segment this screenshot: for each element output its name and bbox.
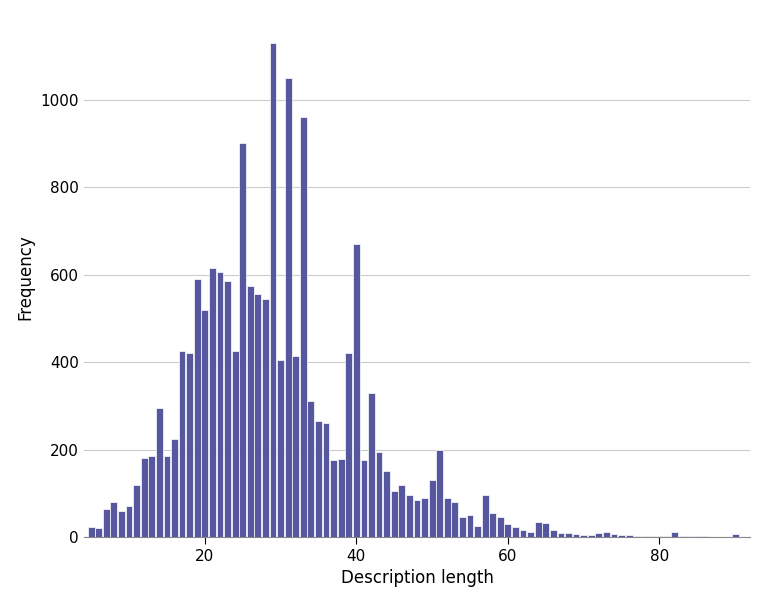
Bar: [648, 536, 655, 537]
Bar: [315, 421, 322, 537]
Bar: [634, 536, 640, 537]
Bar: [581, 535, 587, 537]
Bar: [663, 536, 670, 537]
Bar: [156, 408, 163, 537]
Bar: [527, 532, 534, 537]
Bar: [202, 310, 208, 537]
Bar: [671, 532, 678, 537]
Bar: [179, 351, 186, 537]
Bar: [269, 43, 276, 537]
Bar: [171, 439, 178, 537]
Bar: [656, 536, 663, 537]
Bar: [686, 536, 693, 537]
Bar: [376, 452, 383, 537]
Bar: [482, 495, 489, 537]
Bar: [489, 513, 496, 537]
Bar: [186, 353, 193, 537]
Bar: [118, 511, 125, 537]
Bar: [535, 522, 542, 537]
Bar: [300, 117, 307, 537]
Bar: [110, 502, 117, 537]
Bar: [497, 517, 504, 537]
Bar: [232, 351, 239, 537]
Bar: [262, 299, 269, 537]
Bar: [406, 495, 413, 537]
Bar: [694, 536, 701, 537]
Bar: [308, 402, 314, 537]
Bar: [618, 535, 625, 537]
Y-axis label: Frequency: Frequency: [17, 234, 35, 320]
Bar: [148, 456, 155, 537]
Bar: [255, 294, 262, 537]
Bar: [103, 509, 110, 537]
Bar: [391, 491, 397, 537]
Bar: [337, 459, 344, 537]
Bar: [331, 460, 337, 537]
Bar: [421, 498, 428, 537]
Bar: [558, 533, 565, 537]
Bar: [209, 268, 216, 537]
Bar: [611, 534, 617, 537]
Bar: [519, 530, 526, 537]
Bar: [126, 506, 133, 537]
Bar: [565, 533, 572, 537]
Bar: [603, 532, 610, 537]
Bar: [573, 534, 580, 537]
Bar: [239, 144, 246, 537]
Bar: [247, 286, 254, 537]
Bar: [87, 527, 94, 537]
Bar: [588, 535, 594, 537]
Bar: [323, 423, 330, 537]
Bar: [512, 527, 518, 537]
Bar: [398, 484, 405, 537]
Bar: [550, 530, 557, 537]
Bar: [459, 517, 466, 537]
Bar: [292, 356, 299, 537]
Bar: [466, 515, 473, 537]
Bar: [641, 536, 647, 537]
Bar: [595, 533, 602, 537]
Bar: [368, 393, 375, 537]
Bar: [505, 524, 512, 537]
Bar: [474, 526, 481, 537]
Bar: [163, 456, 170, 537]
Bar: [345, 353, 352, 537]
Bar: [216, 272, 223, 537]
Bar: [277, 360, 284, 537]
Bar: [542, 523, 549, 537]
Bar: [413, 500, 420, 537]
Bar: [429, 480, 436, 537]
X-axis label: Description length: Description length: [341, 570, 493, 587]
Bar: [194, 279, 201, 537]
Bar: [95, 528, 102, 537]
Bar: [141, 458, 147, 537]
Bar: [732, 534, 739, 537]
Bar: [133, 484, 140, 537]
Bar: [444, 498, 451, 537]
Bar: [360, 460, 367, 537]
Bar: [285, 78, 291, 537]
Bar: [452, 502, 458, 537]
Bar: [436, 449, 443, 537]
Bar: [702, 536, 708, 537]
Bar: [224, 281, 231, 537]
Bar: [626, 535, 633, 537]
Bar: [353, 244, 360, 537]
Bar: [384, 471, 390, 537]
Bar: [679, 536, 686, 537]
